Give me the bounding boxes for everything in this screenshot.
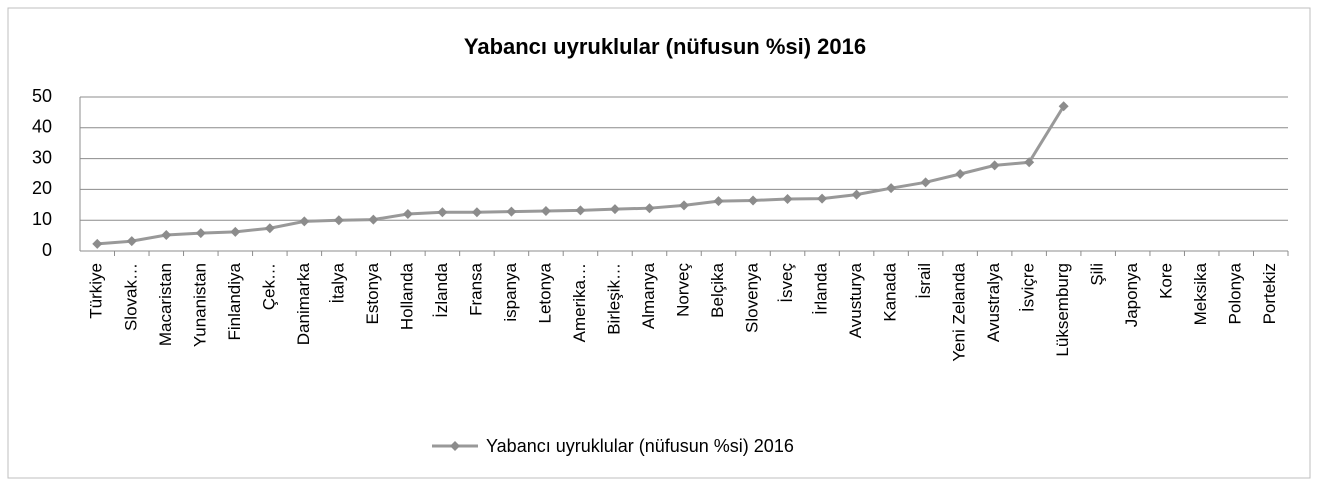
marker xyxy=(817,193,828,204)
marker xyxy=(748,195,759,206)
marker xyxy=(471,207,482,218)
chart-border xyxy=(7,7,1311,479)
x-tick-label: İtalya xyxy=(328,262,347,303)
marker xyxy=(920,177,931,188)
x-tick-label: Portekiz xyxy=(1260,263,1279,324)
marker xyxy=(575,205,586,216)
y-tick-label: 20 xyxy=(32,178,52,198)
x-tick-label: Danimarka xyxy=(294,262,313,345)
marker xyxy=(540,205,551,216)
x-tick-label: Macaristan xyxy=(156,263,175,346)
x-tick-label: Fransa xyxy=(466,262,485,315)
marker xyxy=(195,228,206,239)
marker xyxy=(264,223,275,234)
marker xyxy=(644,203,655,214)
x-tick-label: Amerika… xyxy=(570,263,589,342)
x-tick-label: Finlandiya xyxy=(225,262,244,340)
x-tick-label: İrlanda xyxy=(812,262,831,315)
marker xyxy=(299,216,310,227)
x-tick-label: Japonya xyxy=(1122,262,1141,327)
x-tick-label: Birleşik… xyxy=(604,263,623,335)
x-tick-label: Hollanda xyxy=(397,262,416,330)
x-tick-label: Estonya xyxy=(363,262,382,324)
marker xyxy=(402,209,413,220)
x-tick-label: İsrail xyxy=(915,263,934,299)
marker xyxy=(437,207,448,218)
marker xyxy=(506,206,517,217)
marker xyxy=(989,160,1000,171)
x-tick-label: Çek… xyxy=(259,263,278,310)
marker xyxy=(230,226,241,237)
x-tick-label: Kore xyxy=(1157,263,1176,299)
x-tick-label: Belçika xyxy=(708,262,727,317)
x-tick-label: Slovak… xyxy=(121,263,140,331)
x-tick-label: Avusturya xyxy=(846,262,865,338)
x-tick-label: Şili xyxy=(1088,263,1107,286)
x-tick-label: Yeni Zelanda xyxy=(950,262,969,361)
y-tick-label: 40 xyxy=(32,117,52,137)
legend-label: Yabancı uyruklular (nüfusun %si) 2016 xyxy=(486,436,794,456)
x-tick-label: Kanada xyxy=(881,262,900,321)
x-tick-label: Lüksemburg xyxy=(1053,263,1072,357)
marker xyxy=(782,193,793,204)
x-tick-label: Polonya xyxy=(1226,262,1245,324)
x-tick-label: İsviçre xyxy=(1019,263,1038,312)
x-tick-label: İsveç xyxy=(777,263,796,303)
marker xyxy=(851,189,862,200)
x-tick-label: ispanya xyxy=(501,262,520,321)
y-tick-label: 10 xyxy=(32,209,52,229)
x-tick-label: Meksika xyxy=(1191,262,1210,325)
marker xyxy=(886,183,897,194)
x-tick-label: Avustralya xyxy=(984,262,1003,342)
y-tick-label: 0 xyxy=(42,240,52,260)
y-tick-label: 50 xyxy=(32,86,52,106)
x-tick-label: Letonya xyxy=(535,262,554,323)
marker xyxy=(955,169,966,179)
x-tick-label: İzlanda xyxy=(432,262,451,317)
y-tick-label: 30 xyxy=(32,147,52,167)
marker xyxy=(1058,101,1069,112)
x-tick-label: Slovenya xyxy=(743,262,762,332)
marker xyxy=(368,214,379,225)
x-tick-label: Türkiye xyxy=(87,263,106,319)
x-tick-label: Yunanistan xyxy=(190,263,209,347)
marker xyxy=(126,236,137,247)
marker xyxy=(92,238,103,249)
marker xyxy=(161,229,172,240)
marker xyxy=(333,215,344,226)
marker xyxy=(713,196,724,207)
chart-title: Yabancı uyruklular (nüfusun %si) 2016 xyxy=(464,34,866,59)
x-tick-label: Almanya xyxy=(639,262,658,329)
marker xyxy=(679,200,689,211)
marker xyxy=(609,204,620,215)
legend-marker xyxy=(450,441,460,451)
x-tick-label: Norveç xyxy=(673,263,692,317)
marker xyxy=(1024,157,1035,168)
